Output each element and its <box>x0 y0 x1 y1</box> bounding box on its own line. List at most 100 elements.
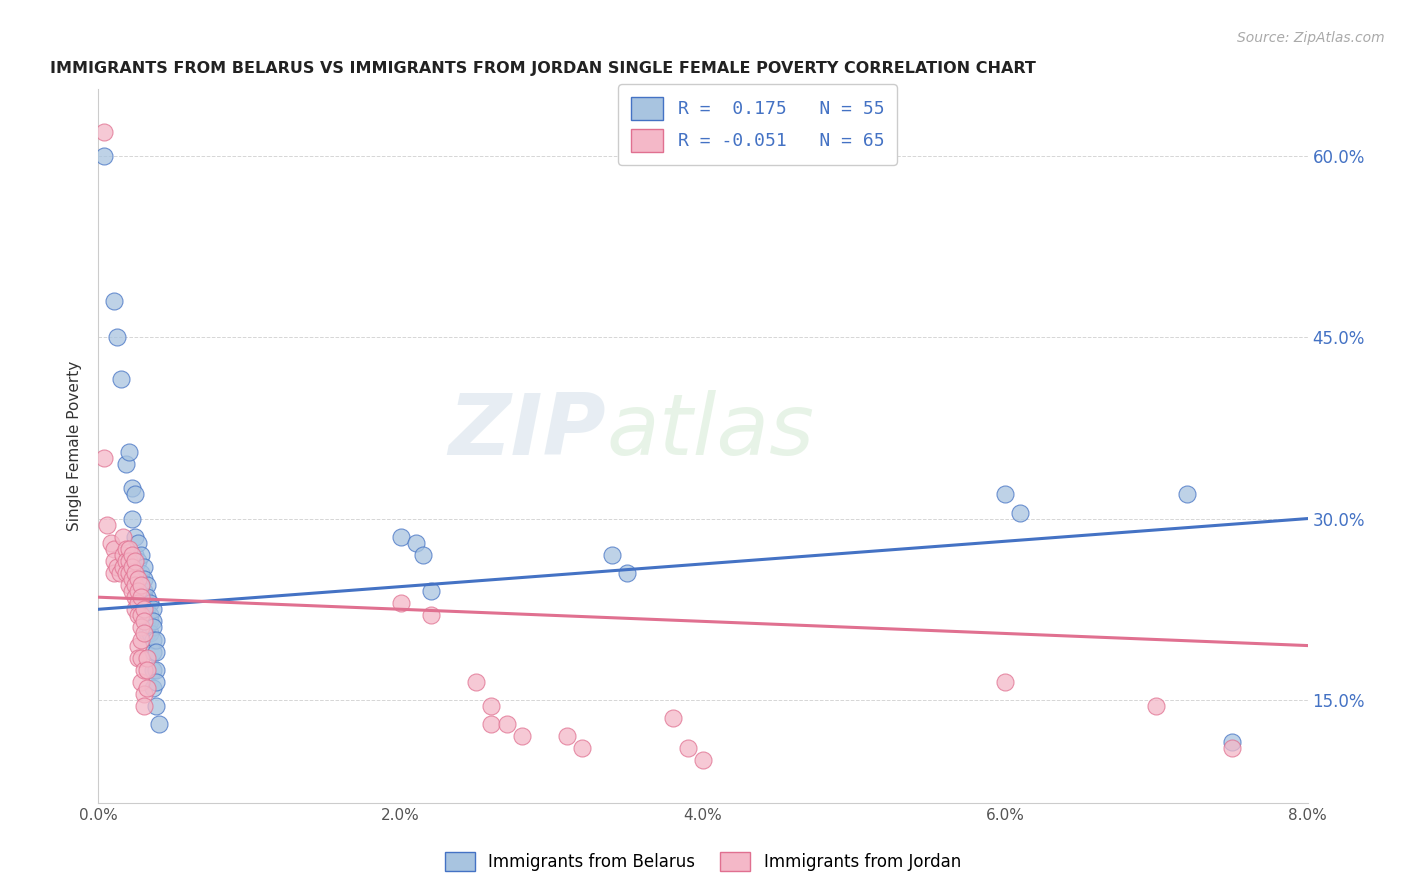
Point <box>105 560 128 574</box>
Point <box>1146 699 1168 714</box>
Point <box>145 699 167 714</box>
Point <box>571 741 593 756</box>
Point <box>121 548 143 562</box>
Point <box>124 590 146 604</box>
Point <box>994 674 1017 689</box>
Point <box>142 645 165 659</box>
Point <box>132 663 155 677</box>
Point <box>93 124 115 138</box>
Point <box>118 554 141 568</box>
Point <box>142 615 165 629</box>
Point <box>1175 487 1198 501</box>
Point <box>132 687 155 701</box>
Point <box>93 149 115 163</box>
Point <box>145 674 167 689</box>
Point <box>132 602 155 616</box>
Point <box>129 620 152 634</box>
Point <box>118 541 141 556</box>
Point <box>127 650 149 665</box>
Point <box>139 615 162 629</box>
Point <box>420 584 443 599</box>
Point <box>108 566 131 580</box>
Point <box>389 596 412 610</box>
Point <box>132 626 155 640</box>
Point <box>121 511 143 525</box>
Point <box>124 602 146 616</box>
Point <box>124 554 146 568</box>
Point <box>135 578 157 592</box>
Point <box>135 681 157 695</box>
Point <box>602 548 624 562</box>
Point <box>127 584 149 599</box>
Point <box>142 681 165 695</box>
Point <box>114 541 136 556</box>
Point <box>121 481 143 495</box>
Point <box>124 578 146 592</box>
Point <box>129 596 152 610</box>
Point <box>420 608 443 623</box>
Point <box>132 584 155 599</box>
Point <box>676 741 699 756</box>
Point <box>135 602 157 616</box>
Legend: Immigrants from Belarus, Immigrants from Jordan: Immigrants from Belarus, Immigrants from… <box>437 843 969 880</box>
Point <box>481 717 503 731</box>
Point <box>121 560 143 574</box>
Point <box>145 645 167 659</box>
Point <box>121 572 143 586</box>
Point <box>127 535 149 549</box>
Point <box>145 663 167 677</box>
Point <box>135 663 157 677</box>
Point <box>129 590 152 604</box>
Point <box>389 530 412 544</box>
Point <box>994 487 1017 501</box>
Point <box>127 608 149 623</box>
Point <box>124 487 146 501</box>
Point <box>118 566 141 580</box>
Point <box>510 729 533 743</box>
Point <box>111 530 134 544</box>
Point <box>124 566 146 580</box>
Point <box>142 602 165 616</box>
Point <box>121 584 143 599</box>
Point <box>465 674 488 689</box>
Point <box>103 554 125 568</box>
Point <box>111 560 134 574</box>
Point <box>127 596 149 610</box>
Point <box>139 626 162 640</box>
Point <box>124 560 146 574</box>
Point <box>127 639 149 653</box>
Point <box>129 632 152 647</box>
Text: IMMIGRANTS FROM BELARUS VS IMMIGRANTS FROM JORDAN SINGLE FEMALE POVERTY CORRELAT: IMMIGRANTS FROM BELARUS VS IMMIGRANTS FR… <box>51 61 1036 76</box>
Point <box>127 554 149 568</box>
Point <box>118 445 141 459</box>
Point <box>114 566 136 580</box>
Point <box>616 566 638 580</box>
Point <box>142 663 165 677</box>
Point <box>412 548 434 562</box>
Point <box>129 674 152 689</box>
Point <box>1220 741 1243 756</box>
Point <box>692 754 714 768</box>
Point <box>132 615 155 629</box>
Point <box>129 566 152 580</box>
Point <box>129 578 152 592</box>
Point <box>135 626 157 640</box>
Point <box>661 711 683 725</box>
Point <box>105 330 128 344</box>
Point <box>103 541 125 556</box>
Point <box>103 293 125 308</box>
Point <box>145 632 167 647</box>
Point <box>114 554 136 568</box>
Text: Source: ZipAtlas.com: Source: ZipAtlas.com <box>1237 31 1385 45</box>
Point <box>124 530 146 544</box>
Point <box>555 729 578 743</box>
Point <box>148 717 170 731</box>
Point <box>103 566 125 580</box>
Point <box>129 548 152 562</box>
Point <box>142 632 165 647</box>
Point <box>100 535 122 549</box>
Point <box>111 548 134 562</box>
Point <box>93 451 115 466</box>
Legend: R =  0.175   N = 55, R = -0.051   N = 65: R = 0.175 N = 55, R = -0.051 N = 65 <box>619 84 897 165</box>
Point <box>142 620 165 634</box>
